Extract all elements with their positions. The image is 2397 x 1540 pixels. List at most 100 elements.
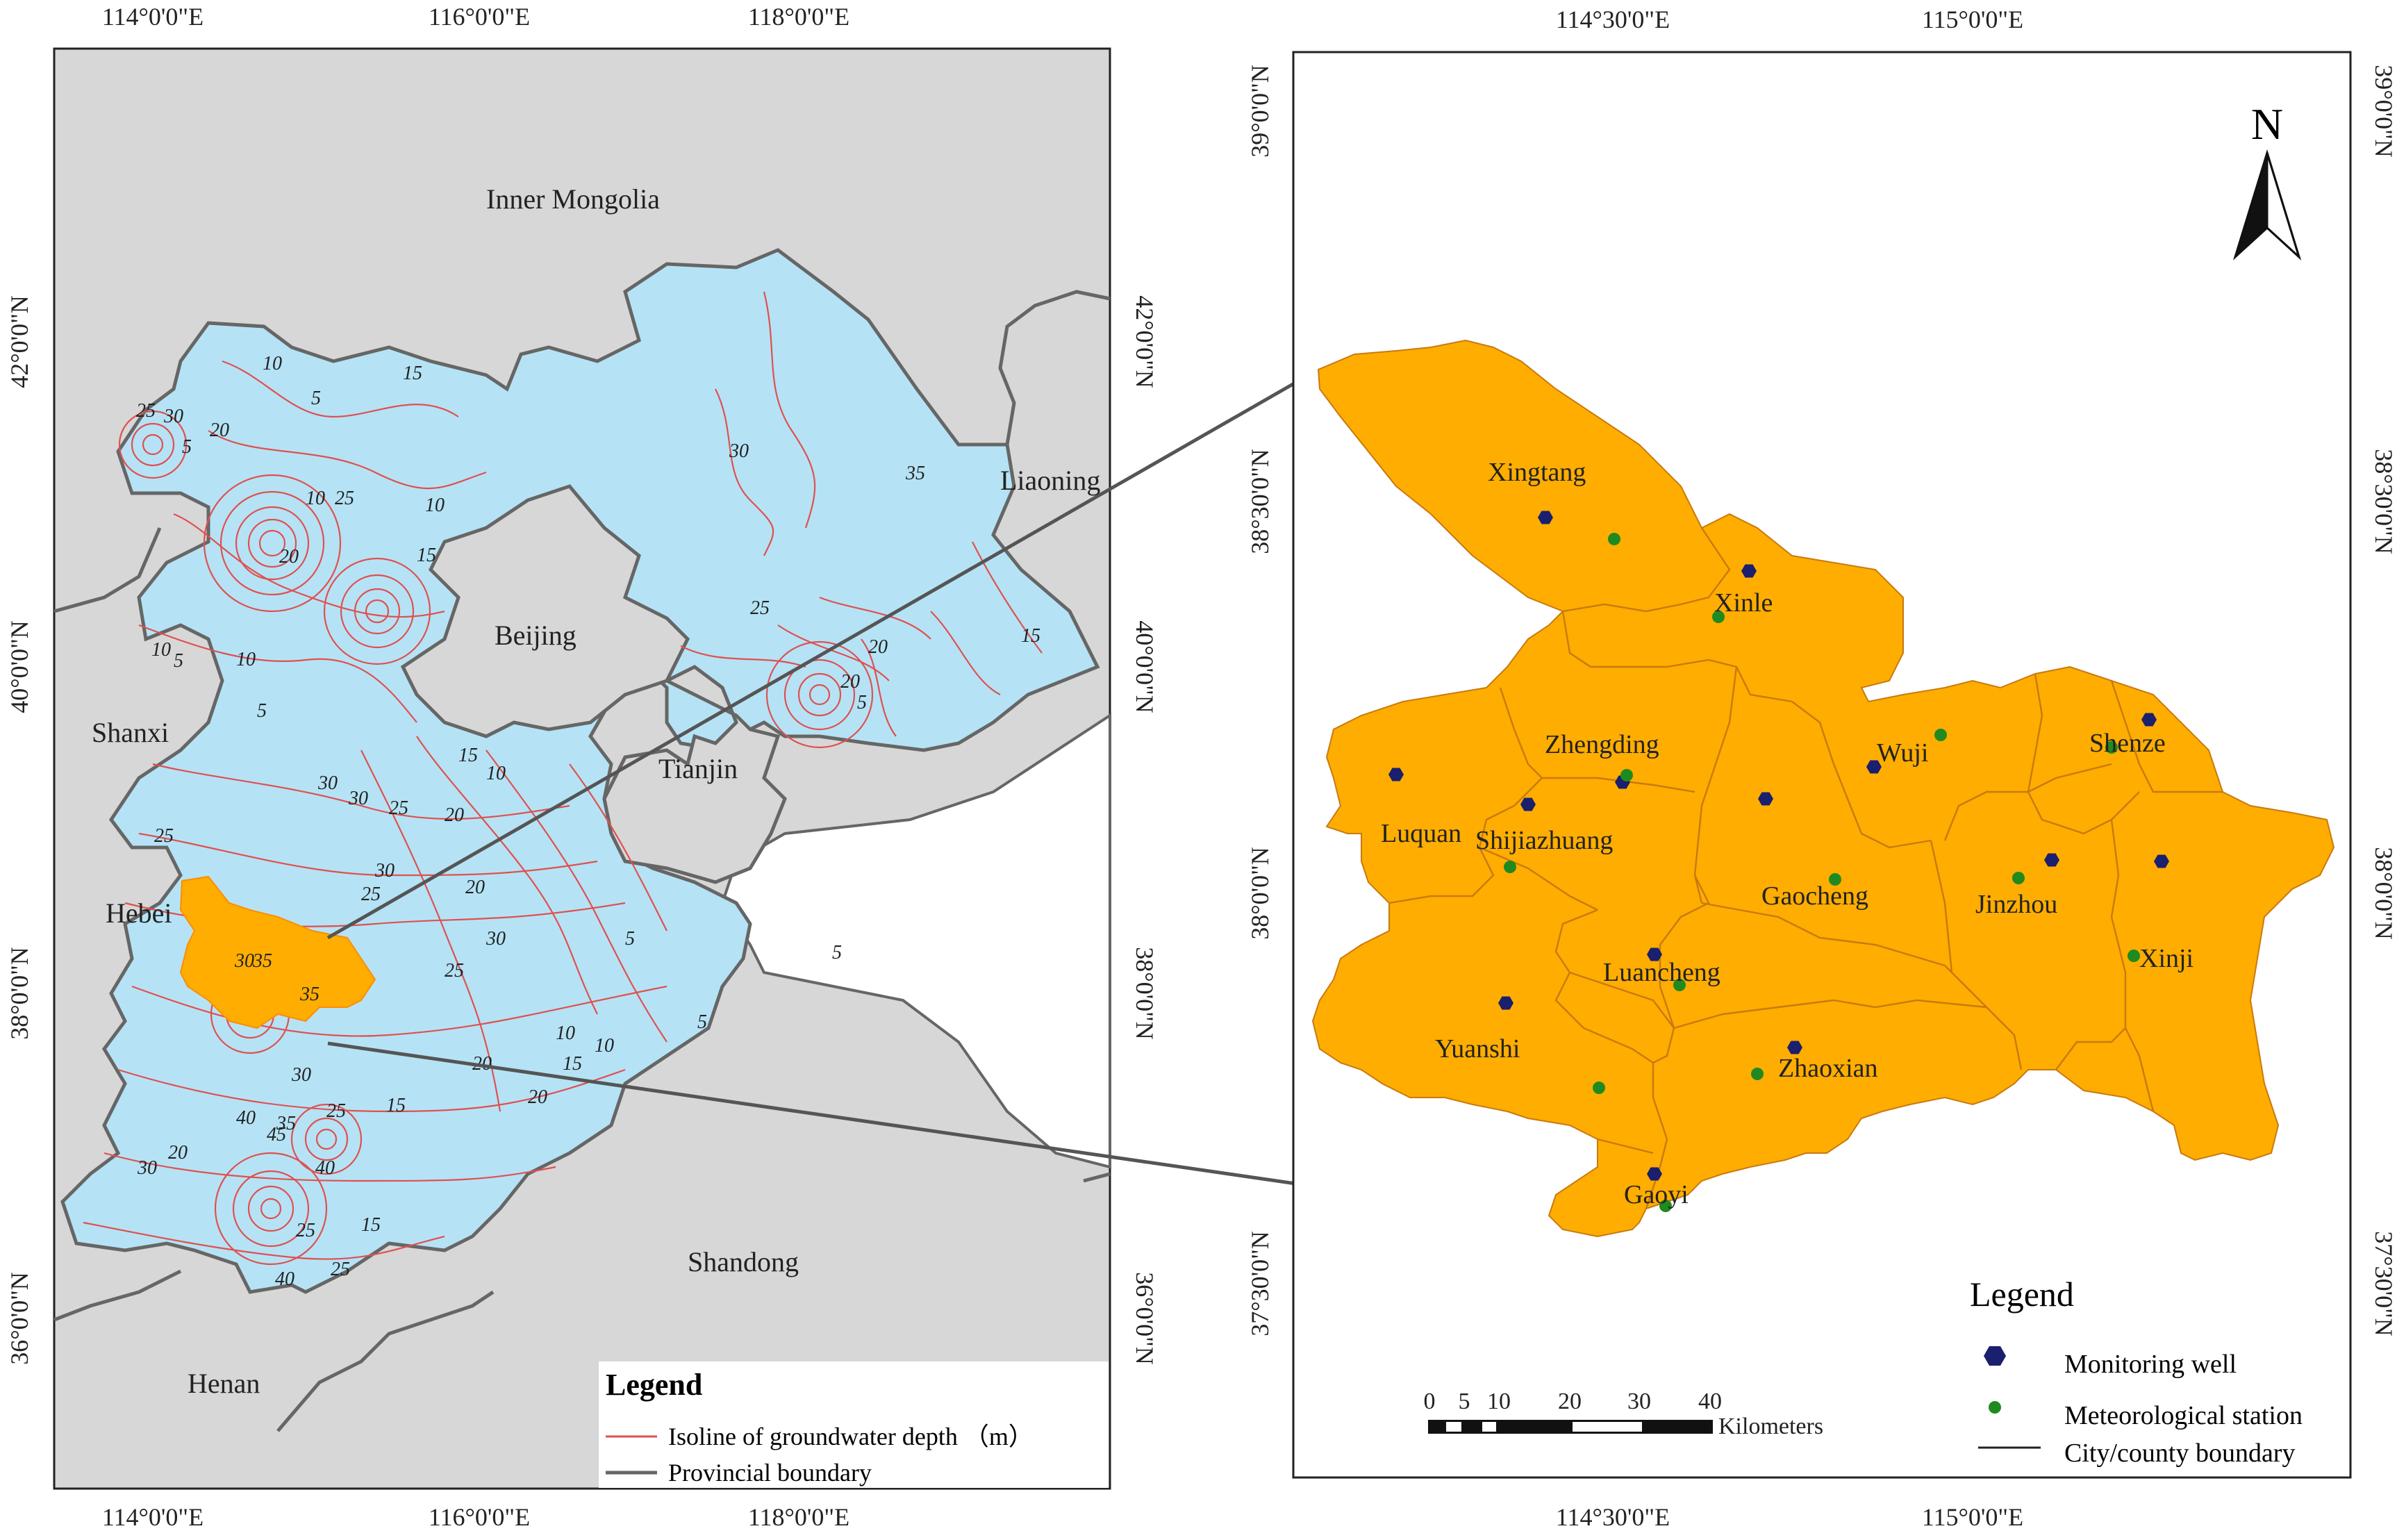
left-bottom-tick-2: 116°0'0"E <box>429 1503 530 1531</box>
scale-tick-0: 0 <box>1424 1389 1436 1414</box>
region-shandong: Shandong <box>688 1246 799 1277</box>
contour-label: 20 <box>868 636 888 658</box>
contour-label: 20 <box>210 420 229 441</box>
right-right-tick-4: 37°30'0"N <box>2370 1231 2397 1336</box>
region-hebei: Hebei <box>106 897 172 929</box>
meteorological-station-marker <box>1659 1200 1672 1212</box>
meteorological-station-marker <box>1673 979 1686 991</box>
right-top-tick-1: 114°30'0"E <box>1556 6 1670 33</box>
right-left-tick-3: 38°0'0"N <box>1246 847 1274 940</box>
contour-label: 30 <box>486 928 506 950</box>
contour-label: 25 <box>326 1100 346 1122</box>
county-gaoyi: Gaoyi <box>1624 1180 1689 1209</box>
contour-label: 30 <box>317 772 338 794</box>
region-liaoning: Liaoning <box>1000 465 1100 496</box>
beijing-region <box>400 484 690 738</box>
contour-label: 25 <box>361 884 381 905</box>
monitoring-well-marker <box>1787 1041 1802 1054</box>
boundary-henan-south <box>276 1290 495 1432</box>
contour-label: 15 <box>403 363 422 384</box>
left-legend-item-isoline: Isoline of groundwater depth （m） <box>668 1423 1034 1450</box>
meteorological-station-marker <box>1829 873 1841 886</box>
connector-top <box>326 367 1320 940</box>
meteorological-station-marker <box>1608 533 1620 545</box>
contour-label: 15 <box>563 1053 582 1075</box>
contour-label: 20 <box>840 671 860 693</box>
left-legend: Legend Isoline of groundwater depth （m） … <box>599 1361 1109 1488</box>
left-legend-item-boundary: Provincial boundary <box>668 1459 872 1487</box>
contour-label: 5 <box>857 692 867 713</box>
tianjin-region <box>602 665 787 884</box>
contour-label: 20 <box>528 1086 547 1108</box>
right-right-tick-2: 38°30'0"N <box>2370 449 2397 554</box>
contour-label: 15 <box>417 545 436 566</box>
contour-label: 20 <box>465 877 485 898</box>
contour-label: 30 <box>163 406 183 427</box>
scale-tick-30: 30 <box>1627 1389 1651 1414</box>
right-legend: Legend Monitoring well Meteorological st… <box>1970 1275 2303 1468</box>
right-right-tick-1: 39°0'0"N <box>2370 65 2397 158</box>
region-shanxi: Shanxi <box>92 717 169 748</box>
right-map: Xingtang Xinle Zhengding Wuji Shenze Luq… <box>1246 6 2397 1531</box>
contour-label: 15 <box>1021 625 1040 647</box>
boundary-shanxi <box>53 527 162 613</box>
region-beijing: Beijing <box>495 620 577 651</box>
meteorological-station-marker <box>1934 729 1947 741</box>
left-right-tick-1: 42°0'0"N <box>1131 295 1159 388</box>
contour-label: 5 <box>182 436 192 458</box>
county-xinji: Xinji <box>2139 944 2193 973</box>
contour-label: 5 <box>697 1011 707 1033</box>
contour-label: 30 <box>137 1157 157 1179</box>
monitoring-well-marker <box>2154 854 2169 868</box>
contour-label: 10 <box>236 649 256 670</box>
contour-label: 25 <box>331 1259 350 1280</box>
north-arrow-label: N <box>2251 99 2283 149</box>
region-henan: Henan <box>188 1368 260 1399</box>
contour-label: 5 <box>257 700 267 722</box>
left-study-area <box>179 875 376 1029</box>
county-gaocheng: Gaocheng <box>1761 881 1868 911</box>
contour-label: 35 <box>299 984 320 1005</box>
contour-label: 5 <box>174 650 183 672</box>
contour-label: 30 <box>374 860 395 881</box>
right-left-tick-2: 38°30'0"N <box>1246 449 1274 554</box>
contour-label: 10 <box>306 488 325 509</box>
right-top-tick-2: 115°0'0"E <box>1922 6 2023 33</box>
monitoring-well-marker <box>2044 853 2059 867</box>
region-tianjin: Tianjin <box>658 753 738 784</box>
county-jinzhou: Jinzhou <box>1975 890 2057 919</box>
contour-label: 5 <box>311 388 321 409</box>
region-labels: Inner Mongolia Liaoning Beijing Shanxi T… <box>92 183 1100 1399</box>
meteorological-station-marker <box>1504 861 1516 873</box>
monitoring-well-marker <box>1520 797 1536 811</box>
monitoring-well-marker <box>1758 792 1773 806</box>
monitoring-well-marker <box>1741 564 1757 578</box>
contour-label: 30 <box>234 950 254 972</box>
contour-label: 10 <box>595 1035 614 1057</box>
right-left-tick-4: 37°30'0"N <box>1246 1231 1274 1336</box>
right-legend-title: Legend <box>1970 1275 2074 1314</box>
right-left-tick-1: 39°0'0"N <box>1246 65 1274 158</box>
monitoring-well-marker <box>1498 996 1513 1010</box>
right-axis-labels: 114°30'0"E 115°0'0"E 114°30'0"E 115°0'0"… <box>1246 6 2397 1531</box>
left-top-tick-2: 116°0'0"E <box>429 3 530 31</box>
scale-tick-40: 40 <box>1698 1389 1722 1414</box>
contour-label: 25 <box>296 1220 315 1241</box>
boundary-henan <box>53 1269 182 1322</box>
county-xingtang: Xingtang <box>1488 458 1586 487</box>
contour-label: 5 <box>625 928 635 950</box>
contour-label: 25 <box>750 597 770 619</box>
boundary-liaoning <box>998 290 1111 445</box>
left-left-tick-2: 40°0'0"N <box>6 620 33 713</box>
left-left-tick-4: 36°0'0"N <box>6 1272 33 1365</box>
scale-tick-5: 5 <box>1459 1389 1470 1414</box>
contour-label: 20 <box>445 804 464 826</box>
meteorological-station-legend-icon <box>1989 1401 2001 1414</box>
county-wuji: Wuji <box>1877 738 1928 768</box>
contour-label: 45 <box>267 1124 286 1145</box>
left-legend-title: Legend <box>606 1368 702 1402</box>
county-yuanshi: Yuanshi <box>1435 1034 1520 1063</box>
contour-label: 25 <box>335 488 354 509</box>
